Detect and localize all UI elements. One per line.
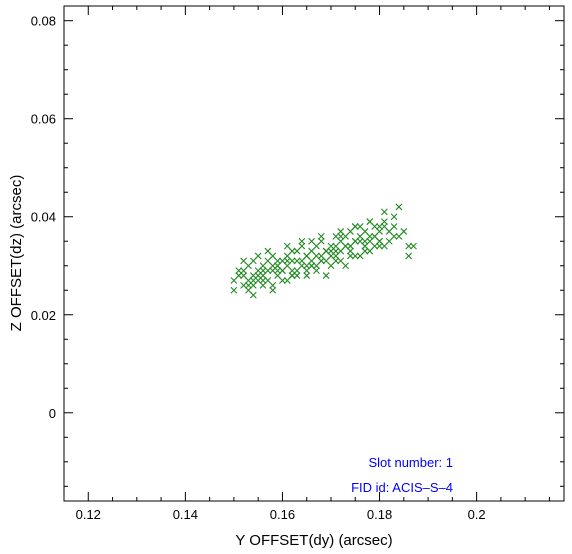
data-point: [308, 237, 315, 245]
data-point: [288, 257, 296, 265]
data-point: [298, 237, 306, 245]
data-point: [240, 257, 248, 265]
data-point: [269, 281, 277, 289]
data-point: [230, 286, 238, 294]
y-tick-label: 0.04: [31, 210, 56, 225]
data-point: [390, 232, 398, 240]
data-point: [279, 277, 286, 284]
data-point: [317, 232, 325, 240]
data-point: [405, 252, 413, 260]
slot-number-annotation: Slot number: 1: [368, 455, 453, 470]
data-point: [259, 277, 267, 284]
data-point: [337, 228, 345, 235]
data-point: [376, 237, 383, 245]
data-point: [390, 223, 398, 230]
data-point: [380, 223, 388, 230]
data-point: [376, 223, 383, 230]
data-point: [274, 267, 281, 275]
data-point: [361, 242, 369, 250]
data-point: [342, 242, 349, 250]
x-tick-label: 0.16: [270, 507, 295, 522]
y-tick-label: 0.08: [31, 14, 56, 29]
x-axis-label: Y OFFSET(dy) (arcsec): [235, 532, 392, 549]
data-point: [274, 262, 281, 270]
data-point: [322, 272, 330, 279]
data-point: [288, 267, 296, 275]
data-point: [288, 247, 296, 255]
data-point: [332, 257, 340, 265]
data-point: [380, 208, 388, 216]
data-point: [405, 242, 413, 250]
axis-ticks: [63, 6, 564, 501]
data-point: [366, 218, 374, 226]
x-tick-label: 0.2: [468, 507, 486, 522]
axis-tick-labels: 0.12 0.14 0.16 0.18 0.2 0 0.02 0.04 0.06 0.08: [31, 14, 486, 522]
data-point: [245, 281, 252, 289]
data-points: [230, 203, 417, 299]
data-point: [298, 242, 306, 250]
x-tick-label: 0.18: [367, 507, 392, 522]
data-point: [332, 247, 340, 255]
data-point: [390, 213, 398, 221]
data-point: [332, 242, 340, 250]
data-point: [308, 262, 315, 270]
data-point: [410, 242, 417, 250]
data-point: [283, 257, 291, 265]
data-point: [322, 247, 330, 255]
data-point: [332, 252, 340, 260]
data-point: [351, 223, 359, 230]
data-point: [395, 203, 403, 211]
data-point: [400, 228, 408, 235]
data-point: [317, 257, 325, 265]
y-tick-label: 0.02: [31, 308, 56, 323]
data-point: [293, 257, 301, 265]
data-point: [317, 237, 325, 245]
x-tick-label: 0.14: [173, 507, 198, 522]
data-point: [283, 277, 291, 284]
data-point: [337, 232, 345, 240]
data-point: [269, 286, 277, 294]
data-point: [376, 242, 383, 250]
fid-id-annotation: FID id: ACIS–S–4: [351, 480, 453, 495]
data-point: [264, 247, 272, 255]
plot-frame: [63, 5, 565, 502]
data-point: [347, 252, 354, 260]
data-point: [342, 262, 349, 270]
y-axis-label: Z OFFSET(dz) (arcsec): [8, 175, 25, 332]
data-point: [254, 252, 262, 260]
y-tick-label: 0.06: [31, 112, 56, 127]
y-tick-label: 0: [49, 406, 56, 421]
data-point: [259, 281, 267, 289]
data-point: [351, 252, 359, 260]
data-point: [361, 237, 369, 245]
x-tick-label: 0.12: [76, 507, 101, 522]
data-point: [249, 291, 257, 299]
data-point: [240, 272, 248, 279]
data-point: [347, 242, 354, 250]
data-point: [303, 252, 311, 260]
data-point: [264, 267, 272, 275]
data-point: [303, 272, 311, 279]
data-point: [361, 247, 369, 255]
